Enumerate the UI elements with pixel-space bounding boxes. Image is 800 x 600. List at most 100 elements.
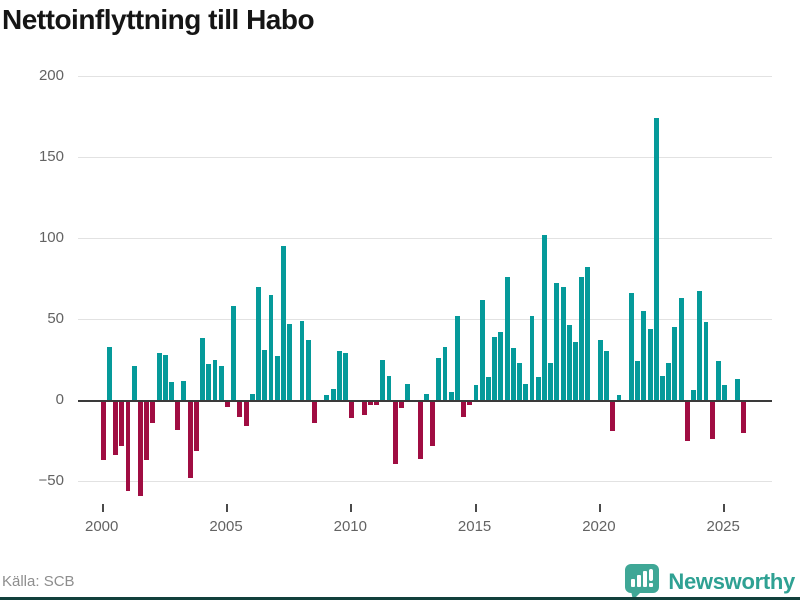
bar-2009Q4	[343, 353, 348, 400]
bar-2018Q3	[560, 286, 566, 400]
bar-2001Q2	[131, 365, 137, 400]
bar-2007Q3	[287, 323, 293, 400]
y-axis-label-200: 200	[38, 67, 64, 84]
bar-2003Q1	[175, 402, 181, 430]
bar-2017Q2	[529, 315, 535, 400]
bar-2009Q2	[330, 388, 336, 400]
gridline-100	[78, 238, 772, 239]
bar-2017Q4	[541, 234, 547, 400]
gridline-−50	[78, 481, 772, 482]
bar-2001Q4	[144, 402, 150, 461]
bar-2006Q4	[268, 294, 274, 400]
bar-2023Q3	[684, 402, 690, 441]
y-axis-label-100: 100	[38, 229, 64, 246]
bar-2010Q3	[361, 402, 367, 415]
bar-2017Q3	[535, 377, 541, 400]
y-axis-label-150: 150	[38, 148, 64, 165]
bar-2004Q2	[206, 364, 212, 400]
bar-2023Q4	[691, 390, 697, 400]
bar-2012Q4	[417, 402, 423, 459]
bar-2022Q3	[660, 375, 665, 400]
bar-2016Q1	[498, 331, 504, 400]
bar-2020Q1	[597, 340, 603, 400]
bar-2020Q3	[610, 402, 616, 432]
bar-2008Q1	[299, 320, 305, 400]
bar-2024Q4	[715, 361, 721, 400]
bar-2014Q3	[461, 402, 467, 417]
bar-2022Q4	[666, 362, 672, 400]
bar-2024Q3	[709, 402, 715, 440]
x-tick-2010	[350, 504, 353, 512]
bar-2003Q3	[187, 402, 193, 479]
x-axis-label-2025: 2025	[706, 518, 740, 535]
bar-2008Q2	[305, 340, 311, 400]
bar-2002Q1	[150, 402, 156, 424]
bar-2011Q1	[374, 402, 380, 406]
bar-2014Q4	[467, 402, 473, 406]
bar-2021Q3	[635, 361, 641, 400]
bar-2017Q1	[523, 383, 529, 400]
x-axis-label-2010: 2010	[333, 518, 367, 535]
bar-2005Q3	[237, 402, 243, 417]
bar-2010Q4	[367, 402, 373, 406]
bar-2001Q1	[125, 402, 131, 492]
bar-2006Q2	[256, 286, 261, 400]
bar-2019Q1	[573, 341, 578, 400]
bar-2012Q2	[405, 383, 411, 400]
x-tick-2020	[598, 504, 601, 512]
y-axis-label-50: 50	[47, 310, 64, 327]
bar-2014Q2	[454, 315, 460, 400]
bar-2016Q4	[517, 362, 522, 400]
bar-2024Q2	[703, 322, 709, 400]
bar-2023Q1	[672, 327, 678, 400]
bar-2018Q4	[566, 325, 572, 400]
bar-2015Q4	[492, 336, 498, 400]
gridline-200	[78, 76, 772, 77]
bar-2011Q4	[392, 402, 398, 464]
bar-2005Q1	[225, 402, 230, 407]
bar-2025Q1	[722, 385, 728, 400]
x-axis-label-2000: 2000	[85, 518, 119, 535]
bar-2019Q2	[579, 276, 585, 400]
bar-2006Q3	[262, 349, 268, 400]
bar-2006Q1	[249, 393, 255, 400]
x-tick-2000	[101, 504, 104, 512]
gridline-150	[78, 157, 772, 158]
bar-2021Q2	[628, 293, 634, 400]
bar-2011Q3	[386, 375, 392, 400]
bar-2023Q2	[678, 297, 684, 400]
bar-2010Q1	[349, 402, 355, 419]
bar-2022Q1	[647, 328, 653, 400]
y-axis-label-0: 0	[55, 391, 64, 408]
bar-2003Q2	[181, 380, 187, 400]
bar-2018Q2	[554, 283, 560, 400]
bar-2004Q3	[212, 359, 218, 400]
bottom-accent-strip	[0, 597, 800, 600]
y-axis-label-−50: −50	[38, 472, 64, 489]
bar-2003Q4	[193, 402, 199, 451]
bar-2000Q4	[119, 402, 125, 446]
bar-2002Q3	[162, 354, 168, 400]
bar-2025Q4	[740, 402, 746, 433]
bar-2018Q1	[548, 362, 554, 400]
bar-2011Q2	[380, 359, 386, 400]
gridline-50	[78, 319, 772, 320]
bar-2004Q1	[200, 338, 206, 400]
x-tick-2005	[226, 504, 228, 512]
bar-2015Q3	[486, 377, 491, 400]
bar-2025Q3	[734, 378, 740, 400]
source-label: Källa: SCB	[2, 573, 75, 590]
bar-2012Q1	[399, 402, 404, 409]
x-axis-label-2015: 2015	[457, 518, 492, 535]
bar-2015Q1	[473, 385, 479, 400]
bar-2008Q3	[312, 402, 317, 424]
bar-2009Q1	[324, 395, 330, 400]
bar-2021Q4	[641, 310, 647, 400]
bar-2005Q2	[231, 306, 237, 400]
bar-2019Q3	[585, 267, 591, 400]
bar-2013Q1	[423, 393, 429, 400]
bar-2000Q3	[113, 402, 119, 456]
bar-2024Q1	[697, 291, 703, 400]
bar-2013Q3	[436, 357, 442, 400]
